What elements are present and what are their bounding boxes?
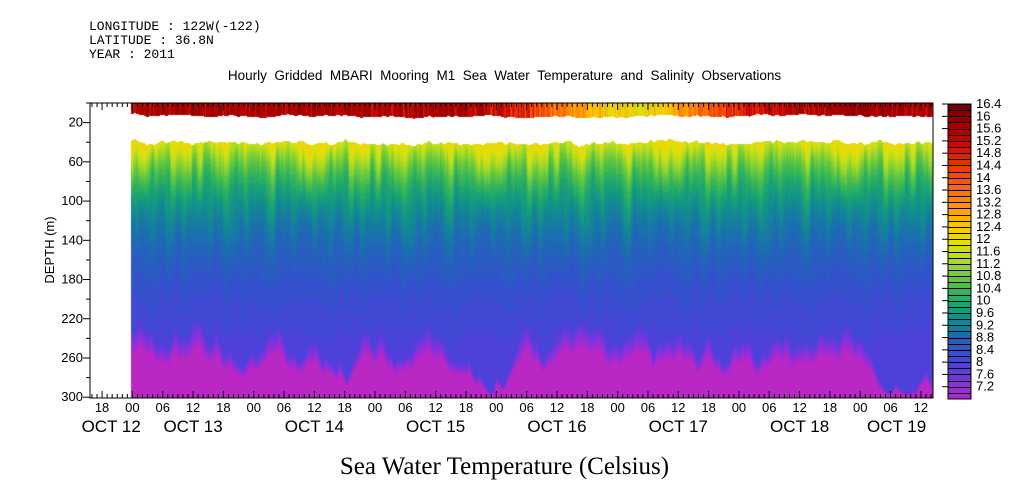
svg-text:12: 12 bbox=[428, 400, 442, 415]
svg-text:OCT 14: OCT 14 bbox=[285, 417, 344, 436]
svg-text:OCT 15: OCT 15 bbox=[406, 417, 465, 436]
svg-text:OCT 17: OCT 17 bbox=[649, 417, 708, 436]
svg-text:140: 140 bbox=[61, 232, 83, 247]
svg-text:18: 18 bbox=[580, 400, 594, 415]
svg-text:06: 06 bbox=[277, 400, 291, 415]
svg-text:12: 12 bbox=[186, 400, 200, 415]
svg-text:OCT 19: OCT 19 bbox=[867, 417, 926, 436]
svg-text:18: 18 bbox=[337, 400, 351, 415]
svg-text:00: 00 bbox=[489, 400, 503, 415]
svg-text:12: 12 bbox=[307, 400, 321, 415]
svg-text:OCT 16: OCT 16 bbox=[527, 417, 586, 436]
svg-text:OCT 13: OCT 13 bbox=[163, 417, 222, 436]
svg-text:OCT 18: OCT 18 bbox=[770, 417, 829, 436]
svg-text:OCT 12: OCT 12 bbox=[82, 417, 141, 436]
svg-text:18: 18 bbox=[701, 400, 715, 415]
svg-text:00: 00 bbox=[246, 400, 260, 415]
svg-text:18: 18 bbox=[216, 400, 230, 415]
svg-text:60: 60 bbox=[69, 154, 83, 169]
svg-text:00: 00 bbox=[125, 400, 139, 415]
svg-text:12: 12 bbox=[914, 400, 928, 415]
svg-text:06: 06 bbox=[155, 400, 169, 415]
svg-text:00: 00 bbox=[732, 400, 746, 415]
svg-text:06: 06 bbox=[883, 400, 897, 415]
svg-text:18: 18 bbox=[459, 400, 473, 415]
svg-text:100: 100 bbox=[61, 193, 83, 208]
svg-text:7.2: 7.2 bbox=[976, 379, 994, 394]
svg-text:300: 300 bbox=[61, 389, 83, 404]
svg-text:260: 260 bbox=[61, 350, 83, 365]
svg-text:00: 00 bbox=[610, 400, 624, 415]
svg-text:18: 18 bbox=[95, 400, 109, 415]
svg-text:00: 00 bbox=[853, 400, 867, 415]
svg-text:12: 12 bbox=[550, 400, 564, 415]
svg-text:06: 06 bbox=[398, 400, 412, 415]
svg-text:06: 06 bbox=[519, 400, 533, 415]
svg-text:12: 12 bbox=[792, 400, 806, 415]
svg-text:12: 12 bbox=[671, 400, 685, 415]
svg-text:00: 00 bbox=[368, 400, 382, 415]
svg-text:20: 20 bbox=[69, 115, 83, 130]
svg-text:06: 06 bbox=[641, 400, 655, 415]
svg-text:180: 180 bbox=[61, 272, 83, 287]
svg-text:06: 06 bbox=[762, 400, 776, 415]
svg-text:220: 220 bbox=[61, 311, 83, 326]
svg-text:18: 18 bbox=[823, 400, 837, 415]
